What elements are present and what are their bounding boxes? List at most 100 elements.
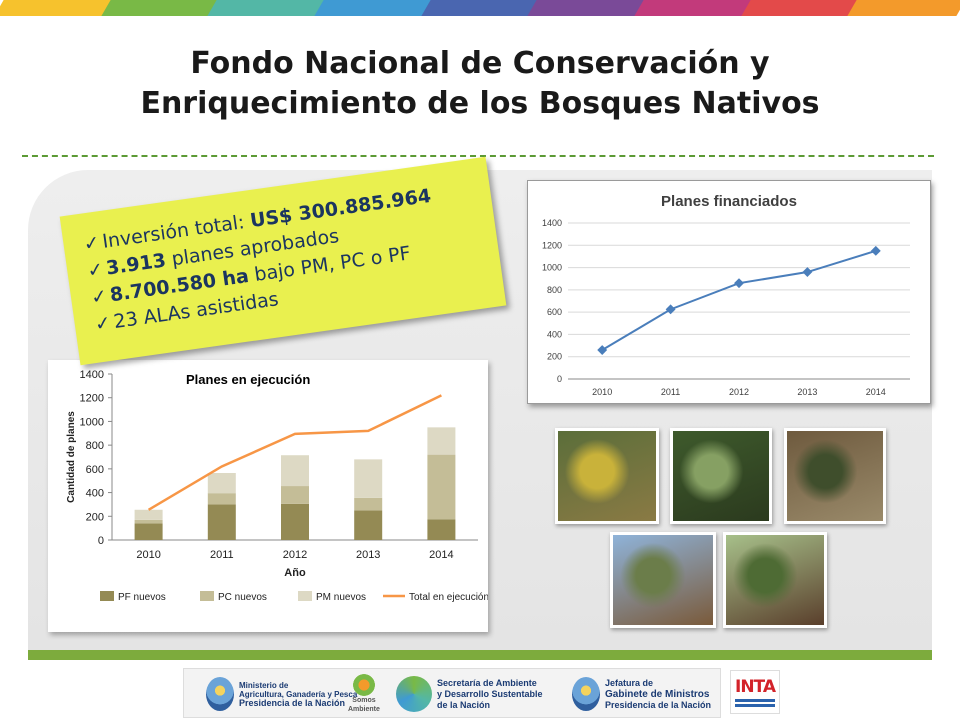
x-tick-label: 2011: [661, 387, 680, 397]
fruit-photo: [555, 428, 659, 524]
bar-segment: [354, 497, 383, 511]
somos-line-1: Somos: [352, 697, 376, 704]
sun-emblem-icon: [396, 676, 432, 712]
slide-title: Fondo Nacional de Conservación y Enrique…: [0, 44, 960, 124]
inta-wordmark: INTA: [735, 677, 776, 697]
planes-ejecucion-chart: 0 200 400 600 800 1000 1200 1400 Cantidad de pla…: [48, 360, 489, 632]
series-line: [601, 249, 877, 351]
check-icon: ✓: [93, 311, 113, 336]
bar-segment: [207, 504, 236, 540]
bar-segment: [281, 503, 309, 540]
data-point: [870, 245, 881, 256]
secretaria-ambiente-logo: Secretaría de Ambiente y Desarrollo Sust…: [396, 673, 543, 715]
bar-segment: [427, 519, 456, 540]
y-axis-label: Cantidad de planes: [66, 411, 77, 503]
y-tick-label: 1000: [80, 416, 104, 428]
title-line-1: Fondo Nacional de Conservación y: [190, 46, 770, 81]
bar-segment: [207, 473, 236, 494]
inta-stripe: [735, 704, 775, 707]
accent-stripe-segment: [527, 0, 646, 16]
x-tick-label: 2010: [592, 387, 612, 397]
accent-stripe-segment: [207, 0, 326, 16]
ministerio-line-3: Presidencia de la Nación: [239, 697, 346, 708]
bar-segment: [134, 523, 163, 540]
accent-stripe-segment: [634, 0, 753, 16]
data-point: [734, 278, 744, 289]
legend-swatch: [298, 591, 312, 601]
forest-photo: [723, 532, 827, 628]
y-tick-label: 1200: [542, 240, 562, 250]
planes-ejecucion-title: Planes en ejecución: [186, 372, 311, 387]
data-point: [597, 345, 608, 355]
jefatura-line-1: Jefatura de: [605, 677, 654, 688]
legend-label: PF nuevos: [118, 592, 166, 603]
x-tick-label: 2011: [210, 549, 234, 561]
check-icon: ✓: [82, 231, 102, 256]
planes-financiados-chart: Planes financiados 0 200 400 600 800 1000 1200 1…: [527, 180, 931, 404]
y-tick-label: 800: [547, 285, 562, 295]
bar-segment: [281, 455, 309, 487]
logs-photo: [610, 532, 716, 628]
check-icon: ✓: [86, 258, 105, 283]
national-seal-icon: [572, 677, 600, 711]
bar-segment: [427, 454, 456, 520]
legend-label: PC nuevos: [218, 592, 267, 603]
y-tick-label: 600: [86, 464, 104, 476]
y-tick-label: 800: [86, 440, 104, 452]
x-tick-label: 2013: [356, 549, 380, 561]
planes-financiados-svg: Planes financiados 0 200 400 600 800 1000 1200 1…: [542, 193, 910, 397]
ministerio-line-1: Ministerio de: [239, 680, 289, 690]
bar-segment: [427, 427, 456, 455]
bar-segment: [281, 486, 309, 504]
y-tick-label: 1000: [542, 263, 562, 273]
jefatura-line-2: Gabinete de Ministros: [605, 688, 710, 700]
y-tick-label: 1400: [80, 369, 104, 381]
y-tick-label: 400: [547, 329, 562, 339]
dashed-separator: [22, 155, 934, 157]
x-axis-label: Año: [284, 567, 306, 579]
accent-stripe-segment: [847, 0, 960, 16]
bar-segment: [207, 493, 236, 505]
jefatura-gabinete-logo: Jefatura de Gabinete de Ministros Presid…: [572, 673, 711, 715]
y-tick-label: 600: [547, 307, 562, 317]
y-tick-label: 1400: [542, 218, 562, 228]
bar-segment: [134, 509, 163, 520]
secretaria-line-2: y Desarrollo Sustentable: [437, 688, 543, 699]
y-tick-label: 1200: [80, 393, 104, 405]
accent-stripe-segment: [314, 0, 433, 16]
secretaria-line-1: Secretaría de Ambiente: [437, 677, 537, 688]
national-seal-icon: [206, 677, 234, 711]
accent-stripe-segment: [421, 0, 539, 16]
inta-stripe: [735, 699, 775, 702]
y-tick-label: 0: [98, 535, 104, 547]
seedlings-photo: [784, 428, 886, 524]
bar-segment: [134, 519, 163, 524]
accent-stripe-segment: [741, 0, 859, 16]
title-line-2: Enriquecimiento de los Bosques Nativos: [140, 86, 820, 121]
bar-segment: [354, 510, 383, 540]
y-tick-label: 0: [557, 374, 562, 384]
accent-stripe: [0, 0, 960, 16]
x-tick-label: 2013: [797, 387, 817, 397]
total-line: [147, 394, 442, 511]
somos-ambiente-logo: Somos Ambiente: [348, 673, 380, 715]
inta-logo: INTA: [730, 670, 780, 714]
x-tick-label: 2014: [866, 387, 886, 397]
jefatura-line-3: Presidencia de la Nación: [605, 699, 712, 710]
ministerio-line-2: Agricultura, Ganadería y Pesca: [239, 689, 358, 699]
planes-ejecucion-svg: 0 200 400 600 800 1000 1200 1400 Cantidad de pla…: [66, 369, 489, 603]
legend-swatch: [200, 591, 214, 601]
x-tick-label: 2010: [136, 549, 160, 561]
y-tick-label: 400: [86, 488, 104, 500]
legend-label: PM nuevos: [316, 592, 366, 603]
legend-swatch: [100, 591, 114, 601]
legend-label: Total en ejecución: [409, 592, 488, 603]
x-tick-label: 2012: [283, 549, 307, 561]
accent-stripe-segment: [101, 0, 219, 16]
chart-title: Planes financiados: [661, 193, 797, 210]
data-point: [665, 304, 676, 315]
x-tick-label: 2012: [729, 387, 749, 397]
plant-photo: [670, 428, 772, 524]
secretaria-line-3: de la Nación: [437, 699, 491, 710]
x-tick-label: 2014: [429, 549, 453, 561]
